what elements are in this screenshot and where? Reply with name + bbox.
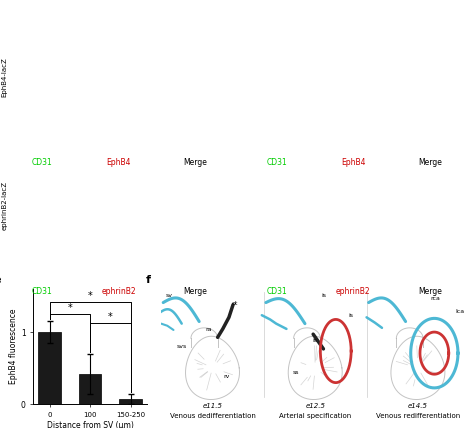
Text: *: *: [67, 303, 72, 313]
Text: CD31: CD31: [266, 287, 287, 296]
Text: ot: ot: [232, 301, 238, 306]
Text: svs: svs: [177, 344, 187, 349]
Text: ephrinB2: ephrinB2: [101, 287, 136, 296]
Text: e14.5: e14.5: [408, 403, 428, 409]
Text: ss: ss: [292, 370, 299, 375]
Text: rv: rv: [224, 374, 230, 379]
Text: Merge: Merge: [183, 158, 207, 167]
Text: is: is: [348, 313, 353, 318]
Text: e11.5: e11.5: [11, 124, 28, 129]
Text: e12.5: e12.5: [305, 403, 325, 409]
Text: a: a: [9, 25, 15, 35]
Bar: [79, 374, 101, 404]
Text: e15.5: e15.5: [246, 124, 263, 129]
Bar: [119, 399, 142, 404]
Text: CD31: CD31: [32, 158, 53, 167]
Text: is: is: [312, 338, 317, 342]
Text: Merge: Merge: [183, 287, 207, 296]
Text: e15.5: e15.5: [246, 252, 263, 257]
Bar: [38, 332, 61, 404]
Text: e: e: [0, 275, 1, 285]
Y-axis label: EphB4 fluorescence: EphB4 fluorescence: [9, 309, 18, 384]
Text: *: *: [88, 291, 92, 301]
Text: c: c: [9, 154, 14, 163]
X-axis label: Distance from SV (μm): Distance from SV (μm): [46, 421, 134, 428]
Text: rca: rca: [430, 297, 440, 301]
Text: CD31: CD31: [266, 158, 287, 167]
Text: *: *: [108, 312, 113, 322]
Text: ephrinB2: ephrinB2: [336, 287, 371, 296]
Text: d: d: [243, 154, 250, 163]
Text: b: b: [243, 25, 250, 35]
Text: EphB4-lacZ: EphB4-lacZ: [1, 57, 8, 97]
Text: EphB4: EphB4: [107, 158, 131, 167]
Text: sv: sv: [166, 293, 173, 298]
Text: ra: ra: [205, 327, 212, 332]
Text: Merge: Merge: [418, 287, 442, 296]
Text: Venous redifferentiation: Venous redifferentiation: [376, 413, 460, 419]
Text: e11.5: e11.5: [202, 403, 222, 409]
Text: e12.5: e12.5: [11, 252, 28, 257]
Text: Arterial specification: Arterial specification: [279, 413, 351, 419]
Text: CD31: CD31: [32, 287, 53, 296]
Text: Merge: Merge: [418, 158, 442, 167]
Text: lca: lca: [455, 309, 464, 314]
Text: is: is: [321, 293, 327, 298]
Text: EphB4: EphB4: [341, 158, 365, 167]
Text: f: f: [146, 275, 151, 285]
Text: ephrinB2-lacZ: ephrinB2-lacZ: [1, 181, 8, 230]
Text: Venous dedifferentiation: Venous dedifferentiation: [170, 413, 255, 419]
